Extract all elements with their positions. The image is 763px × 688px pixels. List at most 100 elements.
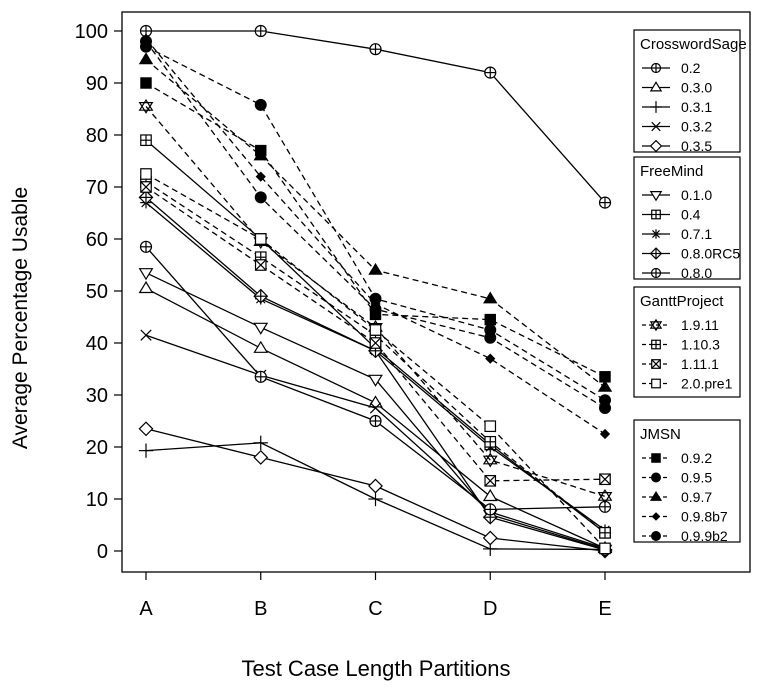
data-point [254, 24, 267, 38]
data-point [484, 474, 497, 487]
data-point [138, 268, 154, 281]
legend-title: CrosswordSage [640, 36, 747, 53]
x-tick-label: E [598, 598, 611, 620]
legend-entry: 1.9.11 [642, 317, 719, 333]
legend-box [633, 419, 741, 543]
y-tick-label: 50 [86, 281, 108, 303]
legend-entry: 0.9.9b2 [642, 528, 728, 544]
data-point [369, 43, 382, 56]
data-point [253, 340, 269, 353]
legend-entry: 2.0.pre1 [642, 376, 733, 392]
data-point [484, 66, 497, 79]
y-axis: 0 10 20 30 40 50 60 70 80 90 100 [75, 21, 122, 563]
data-point [598, 196, 612, 209]
legend-title: FreeMind [640, 163, 703, 180]
legend-label: 0.3.5 [681, 138, 712, 154]
x-tick-label: C [368, 598, 382, 620]
y-tick-label: 90 [86, 73, 108, 95]
legend-label: 1.11.1 [681, 356, 719, 372]
series-crosswordsage-0-3-0 [138, 280, 613, 554]
legend: CrosswordSage 0.2 0.3.0 0.3.1 0.3.2 0.3.5 Free… [633, 29, 747, 544]
data-point [484, 503, 497, 516]
legend-entry: 0.2 [642, 60, 701, 76]
legend-entry: 0.9.8b7 [642, 509, 728, 525]
data-point [369, 324, 382, 336]
legend-entry: 0.9.5 [642, 470, 712, 486]
data-point [484, 331, 497, 344]
legend-title: GanttProject [640, 293, 724, 310]
legend-label: 0.9.2 [681, 450, 712, 466]
legend-entry: 0.4 [642, 207, 701, 223]
data-point [599, 473, 611, 486]
series-jmsn-0-9-7 [138, 52, 613, 392]
data-point [369, 337, 382, 349]
data-point [140, 181, 152, 193]
legend-entry: 0.1.0 [642, 187, 712, 203]
plot-border [121, 11, 751, 573]
plot-frame [121, 11, 751, 573]
data-point [368, 374, 383, 387]
legend-label: 0.3.1 [681, 99, 712, 115]
y-tick-label: 70 [86, 177, 108, 199]
legend-label: 0.3.2 [681, 119, 712, 135]
data-point [369, 303, 382, 316]
data-point [253, 435, 268, 450]
data-point [138, 98, 154, 114]
x-tick-label: A [139, 598, 153, 620]
legend-label: 0.1.0 [681, 187, 712, 203]
legend-label: 0.9.8b7 [681, 509, 728, 525]
data-point [138, 443, 154, 458]
legend-label: 0.9.5 [681, 470, 712, 486]
legend-label: 0.9.9b2 [681, 528, 728, 544]
data-point [140, 134, 152, 147]
y-tick-label: 30 [86, 385, 108, 407]
series-ganttproject-1-11-1 [140, 181, 611, 487]
series-ganttproject-2-0-pre1 [140, 168, 611, 555]
series-crosswordsage-0-3-1 [138, 435, 613, 557]
data-point [599, 542, 611, 555]
data-point [138, 421, 154, 437]
x-axis: A B C D E [139, 572, 612, 620]
data-point [483, 291, 498, 304]
legend-label: 0.7.1 [681, 226, 712, 242]
data-point [254, 233, 267, 245]
data-point [254, 370, 267, 383]
data-point [254, 259, 267, 271]
legend-label: 0.2 [681, 60, 701, 76]
data-point [140, 168, 152, 180]
y-tick-label: 100 [75, 21, 108, 43]
legend-label: 1.10.3 [681, 337, 720, 353]
data-point [597, 488, 613, 504]
series-freemind-0-8-0 [139, 240, 612, 516]
data-point [255, 171, 266, 182]
data-point [140, 35, 152, 48]
legend-entry: 0.3.2 [642, 119, 712, 135]
series-crosswordsage-0-2 [139, 24, 612, 209]
legend-crosswordsage: CrosswordSage 0.2 0.3.0 0.3.1 0.3.2 0.3.5 [633, 29, 747, 154]
y-tick-label: 20 [86, 437, 108, 459]
legend-entry: 1.11.1 [642, 356, 719, 372]
y-tick-label: 10 [86, 489, 108, 511]
y-tick-label: 0 [97, 541, 108, 563]
series-line [146, 30, 606, 204]
data-point [138, 52, 154, 65]
legend-entry: 0.3.5 [642, 138, 712, 154]
data-point [484, 435, 497, 448]
y-tick-label: 80 [86, 125, 108, 147]
series-crosswordsage-0-3-2 [140, 329, 611, 555]
legend-entry: 0.8.0RC5 [642, 246, 740, 262]
data-point [599, 428, 611, 440]
legend-label: 0.4 [681, 207, 701, 223]
legend-entry: 0.9.7 [642, 489, 712, 505]
data-point [482, 452, 498, 468]
series-line [145, 181, 606, 534]
series-line [145, 186, 606, 482]
y-tick-label: 40 [86, 333, 108, 355]
data-point [369, 414, 382, 428]
data-point [138, 189, 154, 205]
data-point [368, 478, 383, 494]
data-point [253, 322, 269, 335]
series-jmsn-0-9-9b2 [140, 35, 611, 414]
